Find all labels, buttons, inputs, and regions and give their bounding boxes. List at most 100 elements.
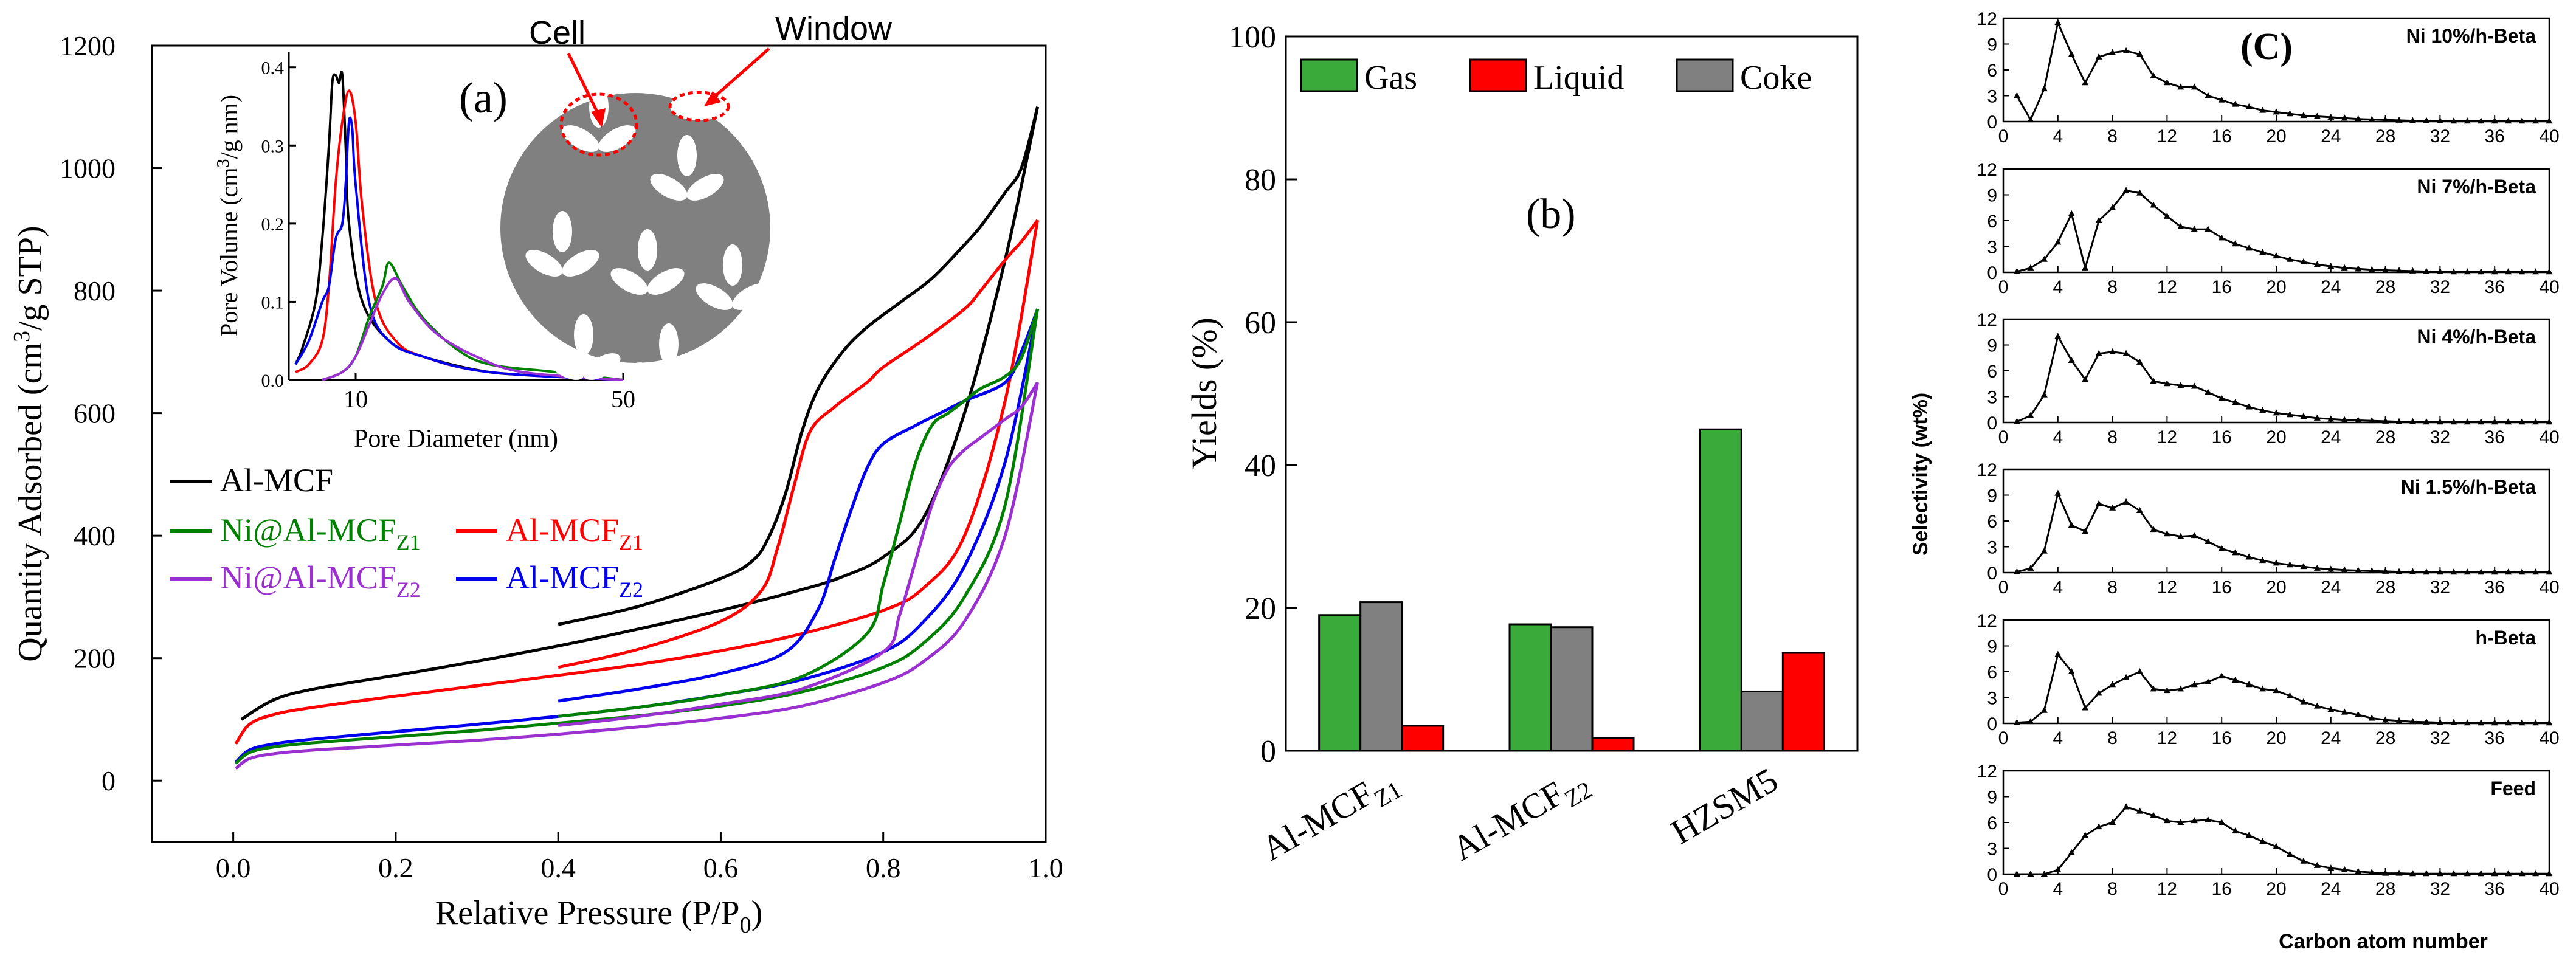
selectivity-point bbox=[2109, 681, 2116, 688]
selectivity-point bbox=[2395, 568, 2403, 574]
c-xtick-label: 8 bbox=[2107, 728, 2118, 748]
selectivity-point bbox=[2355, 711, 2362, 717]
inset-xtick-label: 50 bbox=[611, 385, 635, 413]
selectivity-point bbox=[2177, 819, 2184, 825]
legend-entry-al-mcf-z2: Al-MCFZ2 bbox=[456, 559, 643, 602]
b-ytick-label: 80 bbox=[1245, 163, 1276, 198]
c-ytick-label: 9 bbox=[1987, 486, 1997, 506]
panel-b-ylabel: Yields (%) bbox=[1184, 317, 1224, 469]
c-ytick-label: 0 bbox=[1987, 263, 1997, 283]
selectivity-point bbox=[2491, 117, 2498, 124]
selectivity-point bbox=[2450, 870, 2457, 877]
a-ytick-label: 1200 bbox=[60, 30, 116, 61]
selectivity-point bbox=[2518, 418, 2526, 425]
selectivity-point bbox=[2409, 718, 2416, 725]
selectivity-point bbox=[2532, 870, 2540, 877]
selectivity-point bbox=[2013, 871, 2020, 877]
a-xtick-label: 0.0 bbox=[216, 852, 251, 883]
c-xtick-label: 36 bbox=[2485, 126, 2505, 147]
selectivity-point bbox=[2205, 816, 2212, 822]
selectivity-point bbox=[2095, 53, 2102, 60]
selectivity-point bbox=[2163, 530, 2170, 537]
inset-ytick-label: 0.2 bbox=[261, 215, 285, 235]
selectivity-point bbox=[2423, 117, 2430, 123]
selectivity-point bbox=[2191, 226, 2198, 232]
selectivity-point bbox=[2478, 117, 2485, 124]
selectivity-point bbox=[2163, 817, 2170, 824]
selectivity-point bbox=[2040, 706, 2048, 713]
selectivity-point bbox=[2436, 418, 2443, 425]
c-xtick-label: 40 bbox=[2539, 577, 2559, 598]
selectivity-point bbox=[2122, 498, 2130, 505]
selectivity-point bbox=[2464, 870, 2471, 877]
selectivity-point bbox=[2505, 117, 2512, 124]
selectivity-point bbox=[2205, 226, 2212, 232]
bar-coke-hzsm5 bbox=[1740, 690, 1784, 752]
schematic-hole bbox=[668, 362, 706, 389]
selectivity-point bbox=[2245, 553, 2253, 560]
schematic-hole bbox=[553, 211, 572, 252]
legend-label: Liquid bbox=[1533, 59, 1624, 97]
selectivity-point bbox=[2191, 83, 2198, 90]
selectivity-point bbox=[2409, 870, 2416, 877]
c-xtick-label: 4 bbox=[2053, 728, 2063, 748]
panel-b-legend: Gas Liquid Coke bbox=[1300, 58, 1812, 97]
bar-gas-hzsm5 bbox=[1699, 428, 1742, 752]
c-ytick-label: 6 bbox=[1987, 212, 1997, 232]
selectivity-point bbox=[2232, 827, 2239, 834]
bar-liquid-hzsm5 bbox=[1781, 652, 1825, 752]
selectivity-point bbox=[2395, 717, 2403, 723]
panel-b: 0 20 40 60 80 100 Al-MCFZ1 Al-MCFZ2 HZSM5 Yield… bbox=[1184, 20, 1859, 874]
selectivity-point bbox=[2150, 378, 2157, 384]
c-ytick-label: 6 bbox=[1987, 663, 1997, 683]
selectivity-point bbox=[2464, 117, 2471, 124]
selectivity-point bbox=[2245, 681, 2253, 688]
selectivity-point bbox=[2300, 857, 2307, 864]
inset-ytick-label: 0.3 bbox=[261, 136, 285, 156]
selectivity-point bbox=[2054, 489, 2062, 496]
c-ytick-label: 6 bbox=[1987, 362, 1997, 382]
panel-a-ylabel: Quantity Adsorbed (cm3/g STP) bbox=[9, 226, 49, 661]
selectivity-point bbox=[2341, 866, 2348, 872]
schematic-hole bbox=[547, 353, 584, 380]
selectivity-point bbox=[2313, 564, 2321, 571]
selectivity-point bbox=[2478, 268, 2485, 275]
selectivity-point bbox=[2040, 871, 2048, 877]
panel-a-label: (a) bbox=[459, 74, 508, 122]
selectivity-point bbox=[2232, 100, 2239, 107]
panel-a-ticks: 0.0 0.2 0.4 0.6 0.8 1.0 0 200 400 600 800 1000 1200 bbox=[60, 30, 1063, 883]
selectivity-point bbox=[2327, 113, 2335, 120]
b-ytick-label: 0 bbox=[1260, 734, 1276, 769]
selectivity-point bbox=[2082, 704, 2089, 711]
selectivity-point bbox=[2313, 702, 2321, 709]
selectivity-point bbox=[2395, 267, 2403, 274]
b-category-label: Al-MCFZ2 bbox=[1445, 760, 1597, 874]
schematic-hole bbox=[583, 353, 621, 380]
selectivity-point bbox=[2109, 49, 2116, 55]
isotherm-ni-al-mcf-z2-adsorption bbox=[235, 382, 1040, 770]
selectivity-point bbox=[2382, 417, 2389, 424]
selectivity-point bbox=[2423, 718, 2430, 725]
c-ytick-label: 6 bbox=[1987, 512, 1997, 532]
selectivity-point bbox=[2054, 650, 2062, 657]
selectivity-point bbox=[2232, 549, 2239, 556]
legend-entry-ni-al-mcf-z2: Ni@Al-MCFZ2 bbox=[170, 559, 421, 602]
selectivity-point bbox=[2259, 106, 2267, 113]
selectivity-point bbox=[2273, 559, 2280, 566]
selectivity-point bbox=[2450, 568, 2457, 575]
selectivity-point bbox=[2436, 870, 2443, 877]
selectivity-point bbox=[2313, 261, 2321, 267]
selectivity-line bbox=[2017, 805, 2549, 875]
isotherm-al-mcf-z1-adsorption bbox=[234, 219, 1040, 745]
schematic-hole bbox=[598, 125, 636, 152]
panel-c-label: (C) bbox=[2240, 26, 2293, 67]
selectivity-point bbox=[2505, 719, 2512, 726]
selectivity-point bbox=[2136, 50, 2143, 57]
isotherm-al-mcf-z1-desorption bbox=[558, 219, 1039, 669]
c-xtick-label: 36 bbox=[2485, 277, 2505, 297]
c-xtick-label: 36 bbox=[2485, 728, 2505, 748]
legend-label: Coke bbox=[1740, 59, 1812, 97]
selectivity-point bbox=[2122, 674, 2130, 680]
pore-distribution-ni-al-mcf-z2 bbox=[322, 277, 624, 381]
